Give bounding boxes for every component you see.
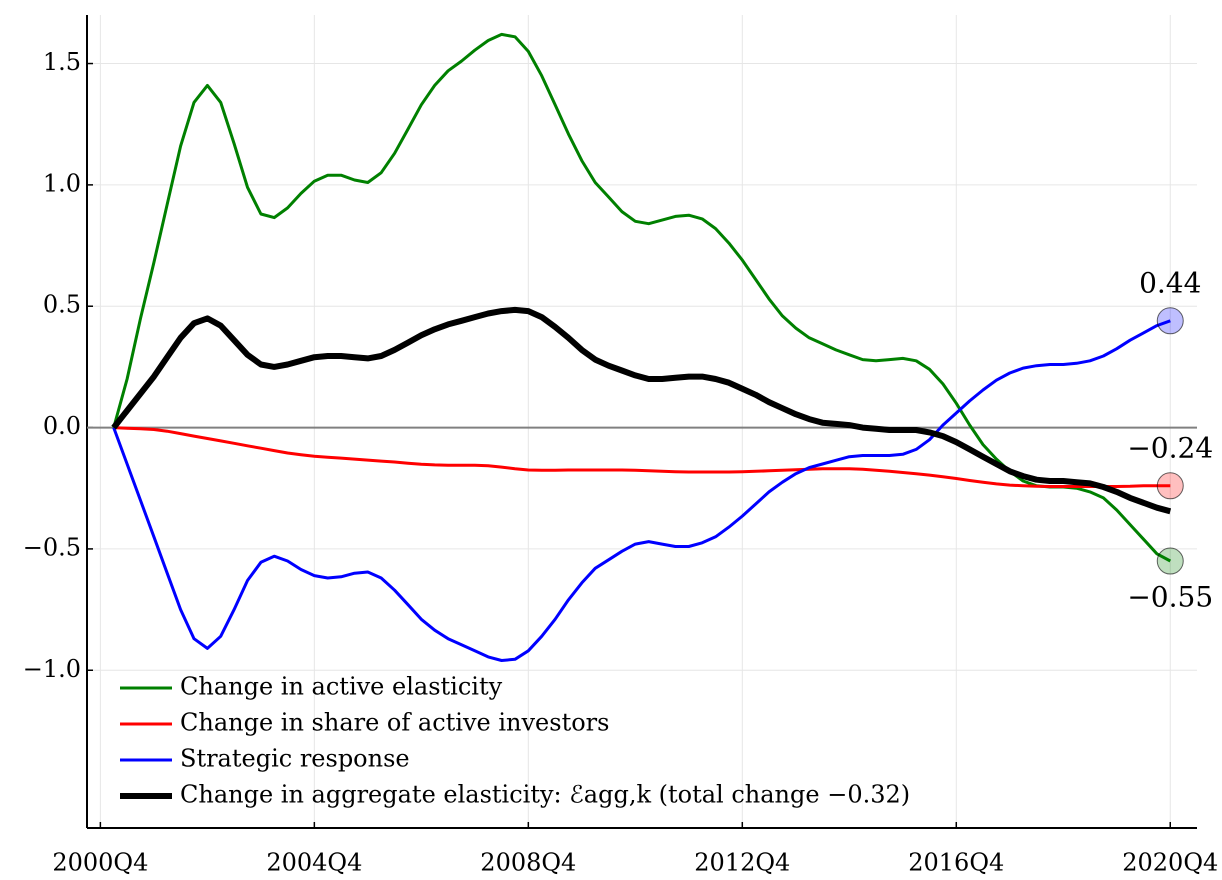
end-label: −0.24 — [1127, 431, 1213, 464]
x-tick-label: 2000Q4 — [52, 849, 148, 877]
series-line — [112, 319, 1171, 662]
series-line — [111, 306, 1172, 515]
y-tick-label: 1.0 — [43, 169, 81, 197]
legend-label: Change in aggregate elasticity: ℰagg,k (… — [180, 781, 910, 809]
end-label: 0.44 — [1139, 266, 1201, 299]
y-tick-label: −1.0 — [23, 655, 81, 683]
x-tick-label: 2004Q4 — [266, 849, 362, 877]
series-line — [112, 32, 1172, 563]
x-tick-label: 2008Q4 — [480, 849, 576, 877]
x-tick-label: 2020Q4 — [1122, 849, 1218, 877]
legend-label: Change in active elasticity — [180, 673, 503, 701]
x-tick-label: 2016Q4 — [908, 849, 1004, 877]
y-tick-label: 0.0 — [43, 412, 81, 440]
end-marker — [1156, 472, 1184, 500]
series-line — [113, 426, 1171, 488]
y-tick-label: −0.5 — [23, 533, 81, 561]
y-tick-label: 0.5 — [43, 291, 81, 319]
x-tick-label: 2012Q4 — [694, 849, 790, 877]
end-marker — [1156, 547, 1184, 575]
y-tick-label: 1.5 — [43, 48, 81, 76]
legend-label: Strategic response — [180, 745, 410, 773]
end-marker — [1156, 307, 1184, 335]
legend-label: Change in share of active investors — [180, 709, 609, 737]
end-label: −0.55 — [1127, 581, 1213, 614]
